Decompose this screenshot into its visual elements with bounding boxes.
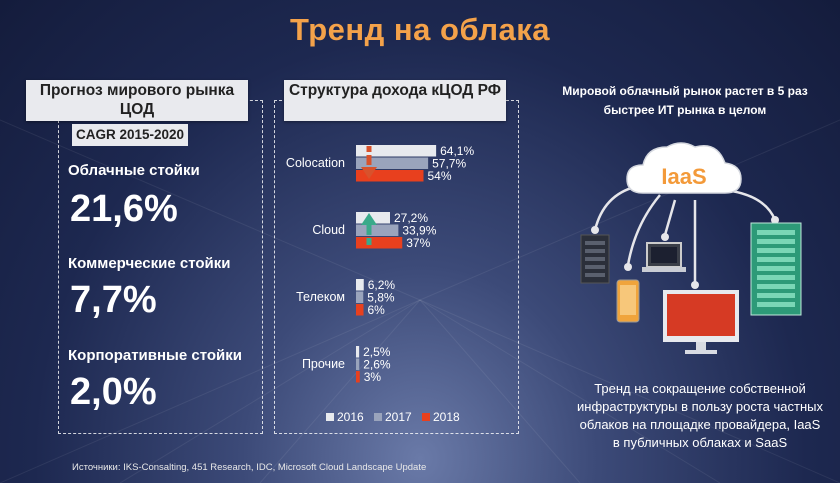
bar-value-label: 2,5% bbox=[363, 345, 391, 359]
bar-2016 bbox=[356, 346, 360, 358]
cloud-racks-value: 21,6% bbox=[70, 188, 178, 230]
corporate-racks-label: Корпоративные стойки bbox=[68, 347, 242, 364]
bar-2016 bbox=[356, 212, 390, 224]
legend-label: 2017 bbox=[385, 410, 412, 424]
bar-value-label: 64,1% bbox=[440, 144, 474, 158]
bar-value-label: 6,2% bbox=[368, 278, 396, 292]
forecast-heading: Прогноз мирового рынка ЦОД bbox=[26, 80, 248, 121]
monitor-icon bbox=[663, 290, 739, 354]
server-icon bbox=[580, 234, 610, 284]
category-label: Прочие bbox=[302, 357, 345, 371]
bar-2018 bbox=[356, 170, 424, 182]
trend-text: Тренд на сокращение собственной инфрастр… bbox=[577, 381, 823, 450]
bar-2016 bbox=[356, 145, 437, 157]
corporate-racks-value: 2,0% bbox=[70, 371, 157, 413]
revenue-heading: Структура дохода кЦОД РФ bbox=[284, 80, 506, 121]
trend-down-arrow-icon bbox=[361, 146, 377, 179]
trend-up-arrow-icon bbox=[361, 213, 377, 245]
bar-2017 bbox=[356, 358, 360, 370]
commercial-racks-label: Коммерческие стойки bbox=[68, 255, 231, 272]
bar-2018 bbox=[356, 304, 364, 316]
bar-2017 bbox=[356, 291, 364, 303]
category-label: Телеком bbox=[296, 290, 345, 304]
cloud-growth-text: Мировой облачный рынок растет в 5 раз бы… bbox=[562, 84, 808, 117]
bar-value-label: 37% bbox=[406, 236, 430, 250]
bar-value-label: 5,8% bbox=[367, 291, 395, 305]
bar-value-label: 54% bbox=[428, 169, 452, 183]
legend-swatch-2016 bbox=[326, 413, 334, 421]
page-title: Тренд на облака bbox=[289, 12, 551, 47]
bar-value-label: 57,7% bbox=[432, 157, 466, 171]
bar-2017 bbox=[356, 224, 399, 236]
phone-icon bbox=[616, 279, 640, 323]
legend-label: 2018 bbox=[433, 410, 460, 424]
bar-value-label: 2,6% bbox=[363, 358, 391, 372]
bar-value-label: 3% bbox=[364, 370, 382, 384]
cloud-racks-label: Облачные стойки bbox=[68, 162, 200, 179]
commercial-racks-value: 7,7% bbox=[70, 279, 157, 321]
bar-value-label: 27,2% bbox=[394, 211, 428, 225]
legend-swatch-2017 bbox=[374, 413, 382, 421]
bar-2017 bbox=[356, 157, 429, 169]
iaas-label: IaaS bbox=[661, 164, 706, 189]
revenue-chart: Colocation 64,1%57,7%54% Cloud 27,2%33,9%37… bbox=[286, 144, 475, 424]
legend-swatch-2018 bbox=[422, 413, 430, 421]
server-rack-icon bbox=[750, 222, 802, 316]
source-note: Источники: IKS-Consalting, 451 Research,… bbox=[72, 462, 427, 473]
cloud-icon: IaaS bbox=[626, 142, 742, 194]
bar-value-label: 33,9% bbox=[402, 224, 436, 238]
bar-2018 bbox=[356, 371, 360, 383]
category-label: Colocation bbox=[286, 156, 345, 170]
bar-2016 bbox=[356, 279, 364, 291]
category-label: Cloud bbox=[312, 223, 345, 237]
legend-label: 2016 bbox=[337, 410, 364, 424]
bar-value-label: 6% bbox=[368, 303, 386, 317]
laptop-icon bbox=[642, 242, 686, 272]
cagr-label: CAGR 2015-2020 bbox=[72, 124, 188, 146]
cloud-infra-illustration: IaaS bbox=[580, 142, 802, 354]
bar-2018 bbox=[356, 237, 403, 249]
